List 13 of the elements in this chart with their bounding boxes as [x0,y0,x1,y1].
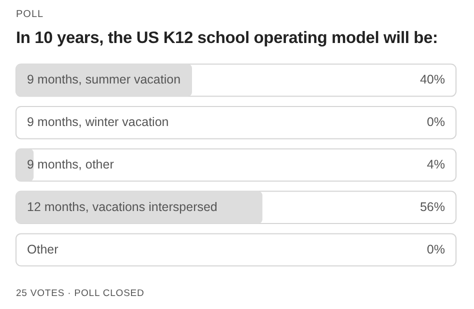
data-label: 4% [426,157,445,172]
chart-title: In 10 years, the US K12 school operating model will be: [16,29,438,48]
y-tick-label: 12 months, vacations interspersed [27,200,218,214]
chart-subtitle: POLL [16,9,44,20]
data-label: 40% [420,72,445,87]
y-tick-label: 9 months, summer vacation [27,72,181,87]
y-tick-label: 9 months, winter vacation [27,115,169,130]
data-label: 0% [426,242,445,256]
data-label: 56% [420,200,445,214]
text: 25 VOTES · POLL CLOSED [16,288,144,299]
y-tick-label: Other [27,242,58,256]
data-label: 0% [426,115,445,130]
y-tick-label: 9 months, other [27,157,114,172]
